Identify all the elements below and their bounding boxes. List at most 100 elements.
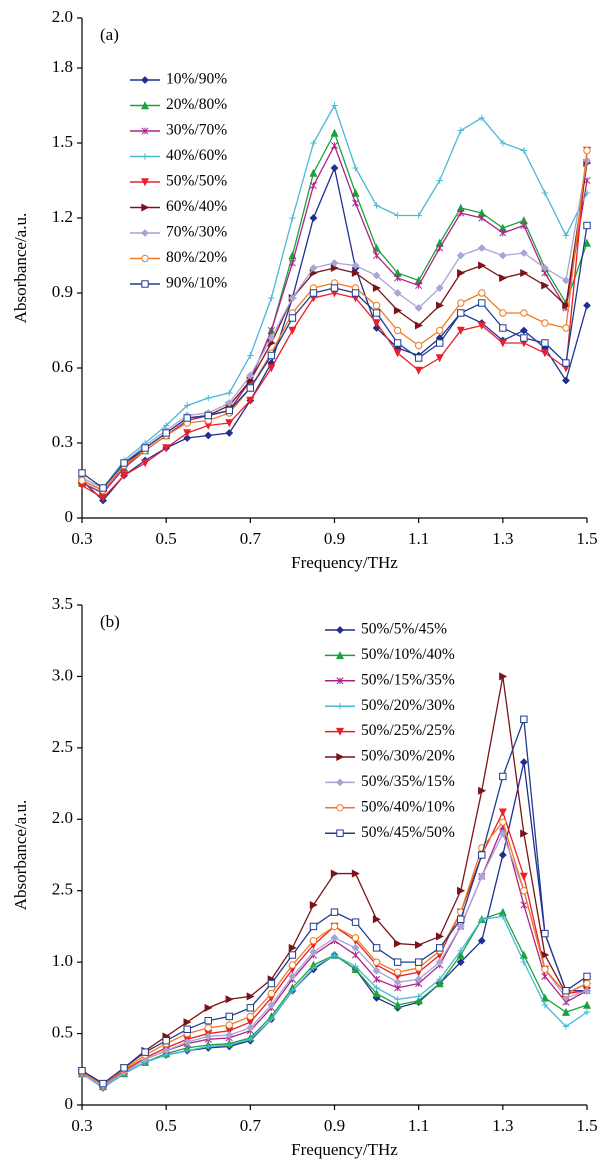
marker [415, 993, 422, 1000]
panel-label: (b) [100, 612, 120, 631]
y-axis-label: Absorbance/a.u. [11, 213, 30, 323]
marker [436, 326, 444, 335]
legend-marker [336, 703, 344, 710]
series-line [81, 165, 588, 502]
marker [393, 1000, 402, 1009]
marker [204, 1024, 212, 1032]
y-tick-label: 1.5 [52, 132, 73, 151]
marker [183, 414, 191, 422]
marker [331, 951, 338, 959]
marker [478, 299, 486, 307]
y-tick-label: 0.6 [52, 357, 73, 376]
legend-label: 50%/15%/35% [361, 671, 455, 688]
marker [246, 371, 255, 380]
marker [562, 232, 570, 239]
marker [498, 808, 507, 817]
marker [583, 189, 591, 197]
marker [393, 289, 402, 297]
marker [205, 394, 212, 402]
legend-label: 20%/80% [166, 96, 227, 113]
marker [330, 908, 339, 916]
marker [562, 324, 570, 332]
marker [583, 986, 591, 995]
marker [246, 1012, 255, 1021]
marker [583, 301, 591, 310]
marker [309, 900, 318, 910]
marker [204, 1003, 213, 1012]
marker [435, 354, 444, 363]
marker [435, 958, 444, 967]
x-axis-label: Frequency/THz [291, 553, 398, 572]
marker [372, 989, 381, 998]
marker [351, 199, 360, 207]
marker [351, 951, 360, 959]
marker [499, 818, 507, 826]
x-axis-label: Frequency/THz [291, 1140, 398, 1159]
x-tick-label: 1.5 [576, 1116, 597, 1135]
marker [352, 963, 359, 970]
marker [183, 434, 192, 442]
marker [225, 406, 233, 415]
x-tick-label: 1.5 [576, 529, 597, 548]
legend-marker [141, 76, 149, 84]
legend-marker [141, 127, 149, 135]
marker [436, 976, 443, 983]
marker [498, 339, 507, 348]
legend-marker [335, 727, 345, 736]
legend-label: 50%/25%/25% [361, 722, 455, 739]
marker [499, 672, 508, 681]
y-tick-label: 1.8 [52, 57, 73, 76]
marker [373, 984, 380, 992]
marker [288, 259, 296, 267]
marker [478, 261, 487, 270]
marker [541, 264, 549, 272]
marker [478, 214, 486, 222]
marker [562, 987, 570, 995]
marker [288, 961, 297, 969]
y-tick-label: 2.5 [52, 737, 73, 756]
marker [268, 294, 275, 302]
y-tick-label: 2.5 [52, 880, 73, 899]
marker [393, 349, 402, 358]
x-tick-label: 1.1 [408, 1116, 429, 1135]
marker [205, 1043, 212, 1050]
legend-label: 90%/10% [166, 275, 227, 292]
marker [373, 202, 380, 209]
marker [393, 939, 402, 948]
marker [519, 872, 528, 881]
x-tick-label: 0.7 [240, 529, 262, 548]
marker [414, 975, 423, 984]
marker [393, 978, 402, 987]
marker [393, 958, 402, 966]
y-tick-label: 0.3 [52, 432, 73, 451]
marker [330, 128, 339, 137]
marker [562, 301, 571, 310]
marker [456, 922, 465, 931]
marker [541, 319, 549, 327]
marker [225, 995, 234, 1004]
series-line [81, 150, 588, 499]
marker [268, 1016, 275, 1023]
legend-label: 60%/40% [166, 198, 227, 215]
marker [309, 948, 318, 957]
marker [267, 334, 276, 342]
legend-label: 70%/30% [166, 224, 227, 241]
marker [477, 244, 486, 252]
panel-label: (a) [100, 25, 119, 44]
marker [141, 1048, 149, 1056]
marker [183, 1018, 192, 1027]
legend-label: 10%/90% [166, 71, 227, 88]
legend-marker [141, 254, 149, 263]
legend-label: 50%/5%/45% [361, 621, 447, 638]
y-tick-label: 1.0 [52, 951, 73, 970]
marker [436, 932, 445, 941]
marker [457, 209, 465, 217]
marker [225, 429, 234, 437]
marker [394, 274, 402, 282]
marker [583, 1008, 591, 1016]
marker [330, 284, 339, 292]
legend-marker [336, 778, 344, 787]
marker [183, 429, 192, 438]
x-tick-label: 0.5 [156, 529, 177, 548]
y-tick-label: 3.0 [52, 665, 73, 684]
